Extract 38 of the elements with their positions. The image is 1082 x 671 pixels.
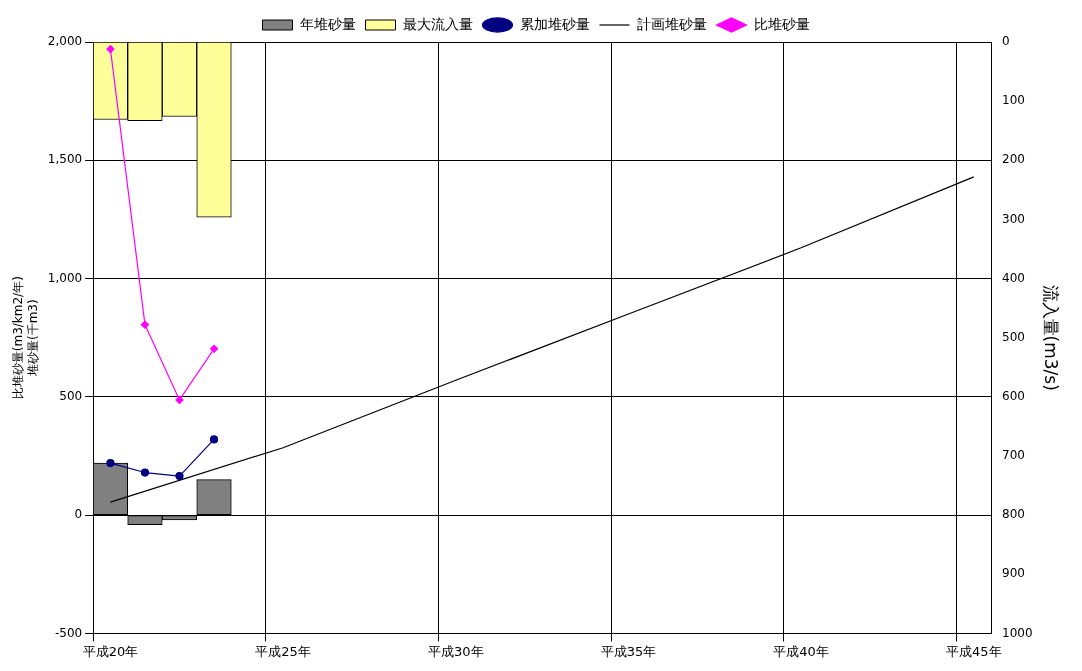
point <box>209 435 219 444</box>
y-tick-label: 1,000 <box>47 270 83 285</box>
y-tick-label: 0 <box>74 507 83 522</box>
y-tick-label: -500 <box>54 625 83 640</box>
x-tick-label: 平成30年 <box>428 643 484 659</box>
point <box>106 458 115 468</box>
y-axis-title: 比堆砂量(m3/km2/年) 堆砂量(千m3) <box>11 276 40 400</box>
y2-tick-label: 100 <box>1002 93 1025 108</box>
y-tick-label: 2,000 <box>47 34 83 49</box>
y2-tick-label: 400 <box>1002 270 1025 285</box>
y2-tick-label: 300 <box>1002 211 1025 226</box>
y2-tick-label: 900 <box>1002 566 1025 581</box>
y-tick-label: 1,500 <box>47 152 83 167</box>
point <box>140 468 150 477</box>
y2-tick-label: 500 <box>1002 329 1025 344</box>
y2-tick-label: 600 <box>1002 388 1025 403</box>
legend-label: 累加堆砂量 <box>519 15 590 32</box>
y2-tick-label: 800 <box>1002 507 1025 522</box>
legend-label: 年堆砂量 <box>299 15 356 32</box>
legend-label: 最大流入量 <box>402 15 473 32</box>
y2-tick-label: 1000 <box>1002 625 1033 640</box>
y2-tick-label: 0 <box>1002 34 1010 49</box>
y2-tick-label: 700 <box>1002 448 1025 463</box>
point <box>140 320 150 329</box>
point <box>106 45 115 54</box>
point <box>209 344 219 353</box>
y2-tick-label: 200 <box>1002 152 1025 167</box>
x-tick-label: 平成35年 <box>600 643 657 659</box>
y2-axis-title: 流入量(m3/s) <box>1041 284 1062 391</box>
x-tick-label: 平成40年 <box>773 643 829 659</box>
legend-label: 計画堆砂量 <box>636 15 707 32</box>
x-tick-label: 平成25年 <box>255 643 311 659</box>
point <box>175 471 184 481</box>
point <box>175 395 184 405</box>
legend-label: 比堆砂量 <box>753 15 810 32</box>
x-tick-label: 平成20年 <box>82 643 139 659</box>
y-tick-label: 500 <box>59 388 83 403</box>
x-tick-label: 平成45年 <box>946 643 1002 659</box>
